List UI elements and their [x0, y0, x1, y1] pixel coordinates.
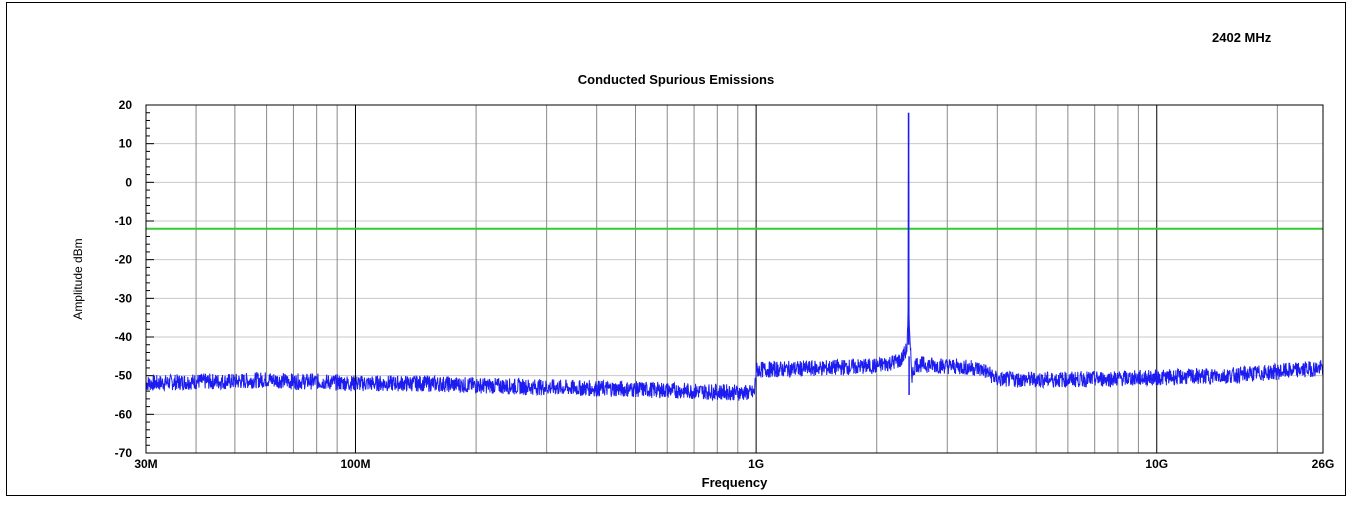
y-tick-label: -50 — [115, 369, 133, 383]
chart-frame — [6, 2, 1346, 496]
y-tick-label: -40 — [115, 330, 133, 344]
y-tick-label: 10 — [119, 137, 133, 151]
y-axis-title: Amplitude dBm — [71, 238, 85, 319]
x-tick-label: 30M — [134, 457, 157, 471]
x-axis-title: Frequency — [702, 475, 769, 490]
series-layer — [145, 112, 1324, 402]
spectrum-trace — [145, 173, 1324, 402]
chart-title: Conducted Spurious Emissions — [577, 72, 775, 87]
x-tick-label: 10G — [1145, 457, 1168, 471]
y-tick-label: 20 — [119, 98, 133, 112]
x-tick-label: 26G — [1312, 457, 1335, 471]
y-tick-label: -30 — [115, 291, 133, 305]
y-tick-label: -10 — [115, 214, 133, 228]
x-tick-label: 1G — [748, 457, 764, 471]
x-tick-label: 100M — [340, 457, 370, 471]
plot-border — [145, 104, 1324, 454]
y-tick-label: 0 — [125, 175, 132, 189]
x-tick-labels: 30M 100M 1G 10G 26G — [134, 457, 1334, 471]
y-tick-label: -60 — [115, 407, 133, 421]
frequency-label: 2402 MHz — [1212, 30, 1272, 45]
y-tick-label: -20 — [115, 253, 133, 267]
y-tick-label: -70 — [115, 446, 133, 460]
plot-area — [146, 105, 1323, 453]
y-tick-labels: 20 10 0 -10 -20 -30 -40 -50 -60 -70 — [115, 98, 133, 460]
